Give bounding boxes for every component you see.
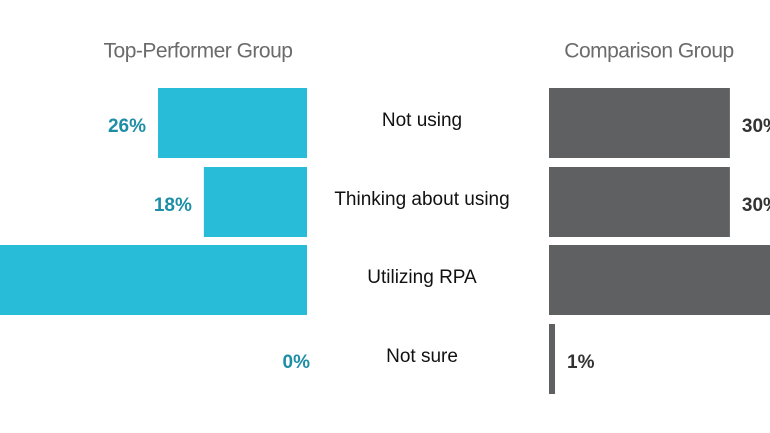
- bar: [158, 88, 307, 158]
- bar: [549, 245, 770, 315]
- category-label: Not using: [382, 110, 462, 131]
- value-label: 30%: [742, 116, 770, 137]
- value-label: 30%: [742, 195, 770, 216]
- bar: [549, 88, 730, 158]
- category-label: Thinking about using: [334, 189, 509, 210]
- value-label: 1%: [567, 352, 595, 373]
- group-title: Comparison Group: [564, 40, 733, 63]
- category-label: Not sure: [386, 346, 458, 367]
- value-label: 0%: [283, 352, 311, 373]
- bar: [549, 324, 556, 394]
- group-title: Top-Performer Group: [104, 40, 293, 63]
- bar: [0, 245, 308, 315]
- bar: [203, 167, 307, 237]
- value-label: 26%: [108, 116, 146, 137]
- category-label: Utilizing RPA: [367, 267, 477, 288]
- bar: [549, 167, 730, 237]
- value-label: 18%: [154, 195, 192, 216]
